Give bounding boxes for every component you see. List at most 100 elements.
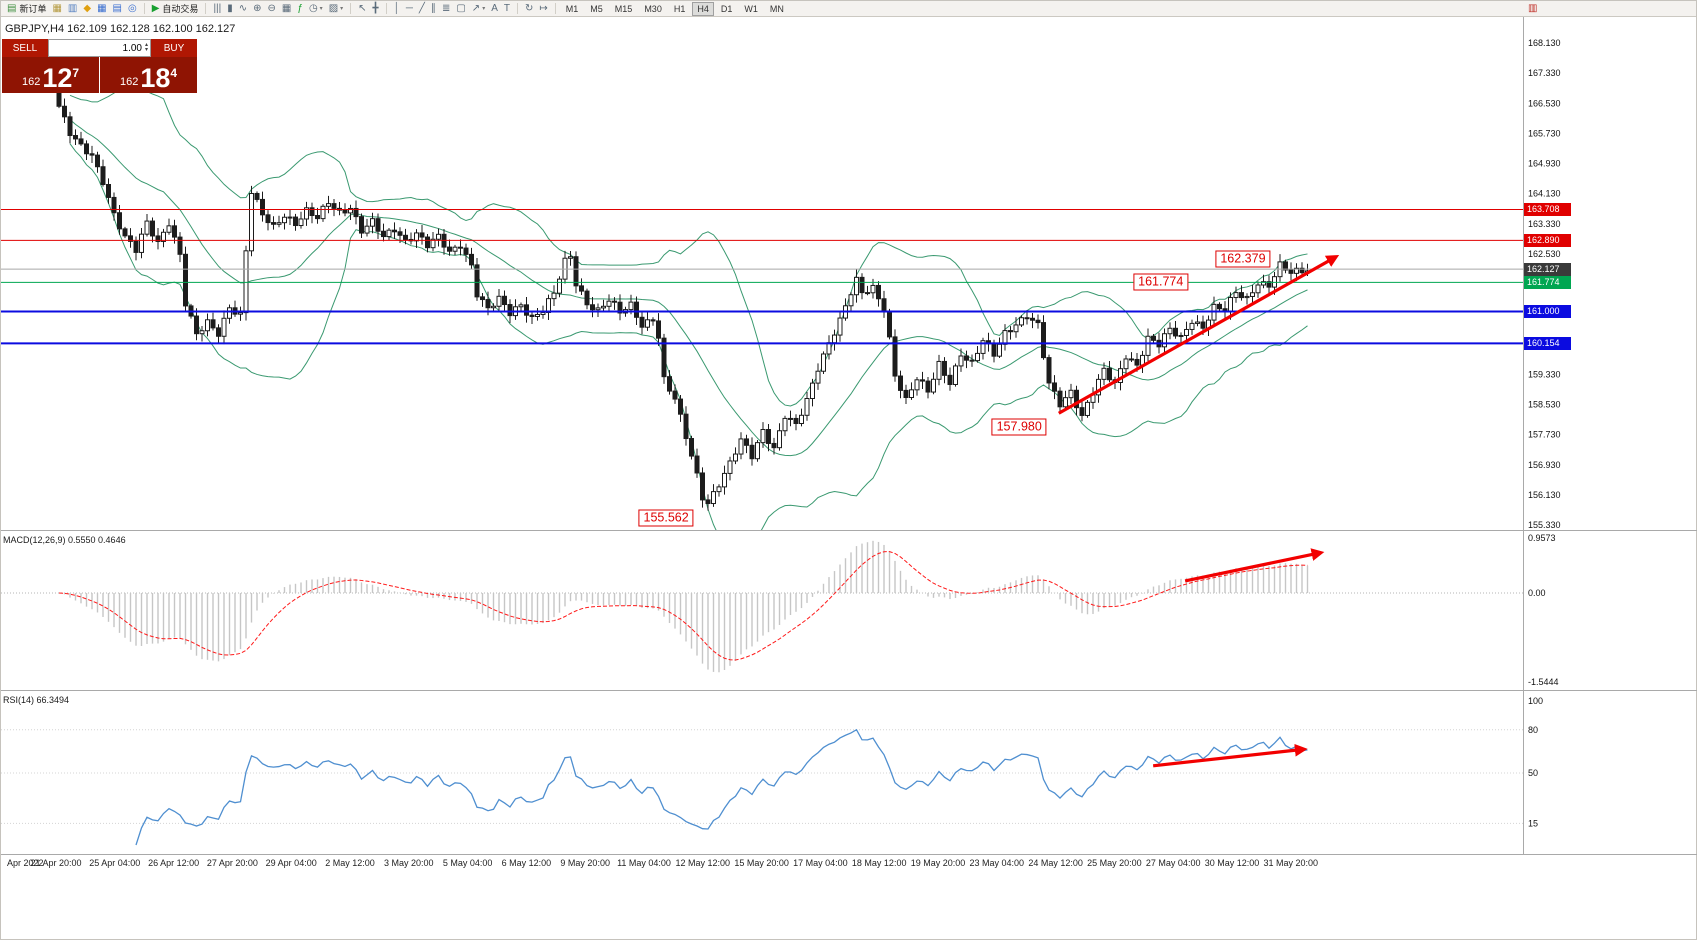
candles-layer (56, 91, 1310, 511)
data-window-icon[interactable]: ▤ (111, 1, 124, 16)
svg-text:0.9573: 0.9573 (1528, 533, 1556, 543)
new-order-button[interactable]: ▤ 新订单 (5, 1, 48, 16)
templates-icon[interactable]: ▨ ▾ (327, 1, 345, 16)
fibonacci-icon: ≣ (441, 2, 451, 14)
main-pane (1, 85, 1523, 530)
chart-window-icon: ▦ (52, 2, 62, 14)
timeframe-mn[interactable]: MN (769, 3, 784, 14)
one-click-panel-toggle-icon[interactable]: ▥ (1526, 1, 1539, 16)
timeframe-h1[interactable]: H1 (673, 3, 686, 14)
svg-text:0.00: 0.00 (1528, 588, 1546, 598)
lot-increase-icon[interactable]: ▴ (144, 42, 148, 48)
toolbar-separator (554, 3, 556, 14)
time-axis-label: 31 May 20:00 (1263, 858, 1319, 868)
svg-text:50: 50 (1528, 768, 1538, 778)
crosshair-icon[interactable]: ╋ (371, 1, 381, 16)
time-axis-label: 17 May 04:00 (793, 858, 848, 868)
favorites-icon[interactable]: ◆ (81, 1, 93, 16)
sell-price-prefix: 162 (21, 76, 41, 88)
time-axis-label: 2 May 12:00 (325, 858, 375, 868)
auto-scroll-icon: ↻ (524, 2, 534, 14)
sell-button[interactable]: SELL (2, 39, 48, 57)
bar-chart-icon: ||| (213, 2, 222, 14)
candlestick-chart-icon[interactable]: ▮ (225, 1, 235, 16)
timeframe-m30[interactable]: M30 (644, 3, 662, 14)
sell-price-pip: 7 (72, 66, 80, 80)
timeframe-d1[interactable]: D1 (720, 3, 733, 14)
main-toolbar: ▤ 新订单 ▦ ▥ ◆ ▦ ▤ ◎ ▶ 自动交易 ||| ▮ ∿ ⊕ ⊖ ▦ ƒ ◷ ▾ ▨ ▾ ↖ ╋ │ ─ ╱ ∥ ≣ ▢ ↗ ▾ A T… (1, 1, 1696, 17)
time-axis-label: 6 May 12:00 (501, 858, 552, 868)
zoom-out-icon[interactable]: ⊖ (266, 1, 278, 16)
timeframe-w1[interactable]: W1 (744, 3, 758, 14)
lot-size-field[interactable]: 1.00 ▴ ▾ (48, 39, 151, 57)
indicators-icon[interactable]: ƒ (295, 1, 305, 16)
periods-icon[interactable]: ◷ ▾ (307, 1, 325, 16)
autotrading-button-label: 自动交易 (162, 4, 199, 14)
candlestick-chart-icon: ▮ (227, 2, 233, 14)
trendline-icon[interactable]: ╱ (417, 1, 427, 16)
vertical-line-icon[interactable]: │ (392, 1, 402, 16)
arrows-icon-caret[interactable]: ▾ (482, 6, 486, 12)
sell-price-display[interactable]: 162 12 7 (2, 57, 99, 93)
macd-indicator-label: MACD(12,26,9) 0.5550 0.4646 (3, 535, 126, 545)
timeframe-h4[interactable]: H4 (692, 1, 714, 16)
time-axis-label: 27 Apr 20:00 (206, 858, 258, 868)
timeframe-m1[interactable]: M1 (565, 3, 579, 14)
one-click-trading-panel: SELL 1.00 ▴ ▾ BUY 162 12 7 162 18 4 (2, 39, 197, 93)
toolbar-separator (205, 3, 207, 14)
time-axis-label: 25 Apr 04:00 (89, 858, 141, 868)
svg-text:156.930: 156.930 (1528, 460, 1561, 470)
zoom-in-icon[interactable]: ⊕ (251, 1, 263, 16)
buy-price-display[interactable]: 162 18 4 (99, 57, 197, 93)
lot-decrease-icon[interactable]: ▾ (144, 47, 148, 53)
autotrading-button[interactable]: ▶ 自动交易 (150, 1, 201, 16)
buy-price-prefix: 162 (119, 76, 139, 88)
time-axis-label: 3 May 20:00 (384, 858, 434, 868)
timeframe-m15[interactable]: M15 (614, 3, 633, 14)
time-axis-label: 27 May 04:00 (1145, 858, 1201, 868)
svg-text:80: 80 (1528, 725, 1538, 735)
buy-button[interactable]: BUY (151, 39, 197, 57)
fibonacci-icon[interactable]: ≣ (440, 1, 452, 16)
auto-scroll-icon[interactable]: ↻ (523, 1, 535, 16)
market-watch-icon[interactable]: ▦ (95, 1, 108, 16)
time-axis-label: Apr 2022 (7, 858, 44, 868)
chart-shift-icon: ↦ (539, 2, 548, 14)
shapes-icon[interactable]: ▢ (454, 1, 467, 16)
horizontal-line-icon[interactable]: ─ (404, 1, 415, 16)
arrows-icon[interactable]: ↗ ▾ (470, 1, 487, 16)
new-order-button-label: 新订单 (19, 4, 47, 14)
time-axis-label: 30 May 12:00 (1204, 858, 1260, 868)
templates-icon-caret[interactable]: ▾ (340, 6, 344, 12)
crosshair-icon: ╋ (372, 2, 379, 14)
tile-windows-icon[interactable]: ▦ (280, 1, 293, 16)
data-window-icon: ▤ (112, 2, 122, 14)
svg-text:160.130: 160.130 (1528, 339, 1561, 349)
periods-icon-caret[interactable]: ▾ (319, 6, 323, 12)
profiles-icon[interactable]: ▥ (66, 1, 79, 16)
line-chart-icon[interactable]: ∿ (237, 1, 249, 16)
navigator-icon: ◎ (127, 2, 137, 14)
time-axis-label: 23 May 04:00 (969, 858, 1025, 868)
chart-shift-icon[interactable]: ↦ (537, 1, 549, 16)
vertical-line-icon: │ (393, 2, 400, 14)
templates-icon: ▨ (328, 2, 339, 14)
time-axis-label: 26 Apr 12:00 (148, 858, 200, 868)
timeframe-m5[interactable]: M5 (590, 3, 603, 14)
toolbar-separator (385, 3, 387, 14)
time-axis-label: 15 May 20:00 (734, 858, 789, 868)
lot-stepper[interactable]: ▴ ▾ (144, 42, 148, 53)
cursor-icon: ↖ (358, 2, 367, 14)
text-icon[interactable]: A (489, 1, 500, 16)
time-axis[interactable]: Apr 2022 21 Apr 20:00 25 Apr 04:00 26 Apr 1… (1, 858, 1697, 872)
bar-chart-icon[interactable]: ||| (211, 1, 223, 16)
time-axis-label: 19 May 20:00 (910, 858, 966, 868)
time-axis-label: 9 May 20:00 (560, 858, 610, 868)
channel-icon[interactable]: ∥ (429, 1, 438, 16)
periods-icon: ◷ (308, 2, 318, 14)
chart-window-icon[interactable]: ▦ (50, 1, 63, 16)
cursor-icon[interactable]: ↖ (356, 1, 368, 16)
favorites-icon: ◆ (83, 2, 92, 14)
navigator-icon[interactable]: ◎ (126, 1, 139, 16)
text-label-icon[interactable]: T (502, 1, 512, 16)
